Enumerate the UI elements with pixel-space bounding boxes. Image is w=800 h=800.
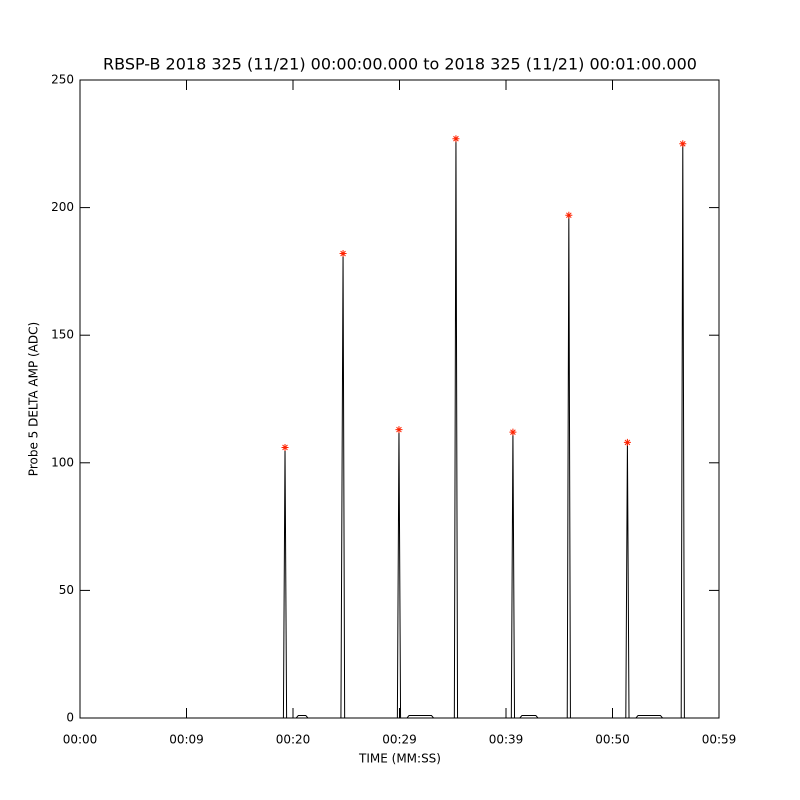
- peak-marker: [509, 428, 517, 436]
- y-tick-label: 50: [59, 583, 74, 597]
- y-tick-label: 100: [51, 455, 74, 469]
- peak-marker: [679, 140, 687, 148]
- x-axis-label: TIME (MM:SS): [358, 752, 441, 766]
- plot-frame: [79, 79, 720, 719]
- x-tick-label: 00:50: [595, 733, 630, 747]
- peak-marker: [339, 250, 347, 258]
- y-tick-label: 200: [51, 200, 74, 214]
- peak-marker: [623, 438, 631, 446]
- x-tick-label: 00:09: [169, 733, 204, 747]
- y-tick-label: 150: [51, 328, 74, 342]
- x-tick-label: 00:29: [382, 733, 417, 747]
- data-line: [80, 138, 719, 719]
- x-tick-label: 00:59: [702, 733, 737, 747]
- y-tick-label: 250: [51, 73, 74, 87]
- peak-marker: [565, 211, 573, 219]
- x-tick-label: 00:20: [276, 733, 311, 747]
- y-tick-label: 0: [66, 711, 74, 725]
- x-tick-label: 00:00: [63, 733, 98, 747]
- y-axis-label: Probe 5 DELTA AMP (ADC): [27, 322, 41, 476]
- x-tick-label: 00:39: [489, 733, 524, 747]
- peak-marker: [395, 426, 403, 434]
- peak-marker: [281, 443, 289, 451]
- chart-title: RBSP-B 2018 325 (11/21) 00:00:00.000 to …: [103, 55, 697, 74]
- peak-marker: [452, 135, 460, 143]
